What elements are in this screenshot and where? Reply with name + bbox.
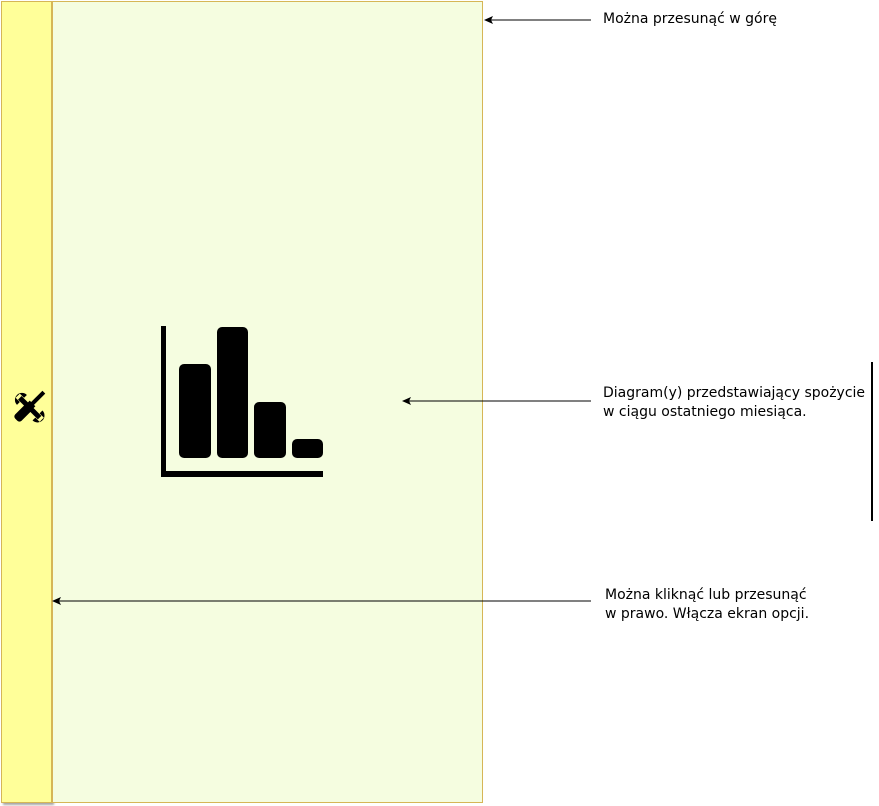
annotation-chart: Diagram(y) przedstawiający spożycie w ci… (603, 384, 865, 422)
annotation-text: w ciągu ostatniego miesiąca. (603, 404, 807, 420)
annotation-text: w prawo. Włącza ekran opcji. (605, 606, 810, 622)
bar-chart-icon (161, 326, 323, 477)
annotation-options: Można kliknąć lub przesunąć w prawo. Włą… (605, 586, 809, 624)
annotation-text: Diagram(y) przedstawiający spożycie (603, 385, 866, 401)
annotation-text: Można przesunąć w górę (603, 11, 777, 27)
arrow-swipe-up (484, 16, 591, 24)
tools-icon[interactable] (10, 388, 48, 426)
options-sidebar[interactable] (1, 1, 52, 803)
annotation-text: Można kliknąć lub przesunąć (605, 587, 807, 603)
annotation-swipe-up: Można przesunąć w górę (603, 10, 777, 29)
